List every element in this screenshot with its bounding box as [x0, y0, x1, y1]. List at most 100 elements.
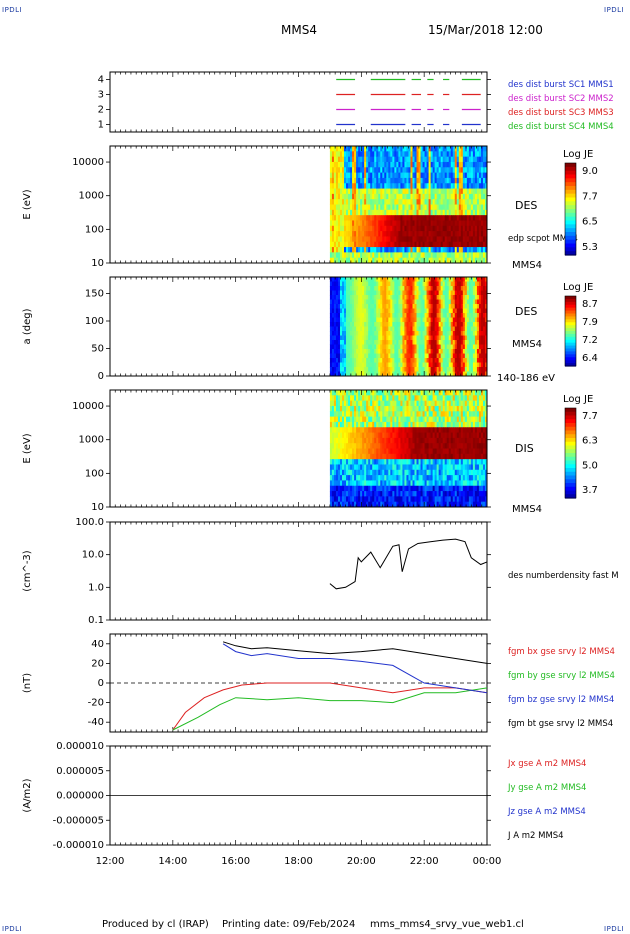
heatmap-cell	[352, 400, 355, 407]
heatmap-cell	[364, 400, 367, 407]
heatmap-cell	[470, 161, 474, 168]
heatmap-cell	[358, 209, 361, 216]
heatmap-cell	[474, 188, 478, 195]
heatmap-cell	[444, 304, 448, 309]
heatmap-cell	[418, 453, 422, 460]
heatmap-cell	[354, 247, 357, 253]
heatmap-cell	[392, 308, 395, 314]
heatmap-cell	[460, 177, 464, 184]
heatmap-cell	[478, 304, 482, 309]
heatmap-cell	[354, 209, 357, 216]
heatmap-cell	[398, 459, 401, 465]
heatmap-cell	[384, 362, 387, 368]
heatmap-cell	[339, 156, 343, 163]
heatmap-cell	[476, 371, 480, 377]
heatmap-cell	[342, 177, 345, 184]
heatmap-cell	[408, 464, 411, 471]
heatmap-cell	[350, 405, 353, 412]
heatmap-cell	[482, 299, 486, 305]
heatmap-cell	[474, 277, 478, 282]
heatmap-cell	[372, 453, 375, 460]
heatmap-cell	[368, 286, 371, 291]
heatmap-cell	[342, 501, 345, 508]
heatmap-cell	[426, 220, 430, 227]
heatmap-cell	[354, 225, 357, 232]
heatmap-cell	[444, 371, 448, 377]
heatmap-cell	[472, 349, 476, 354]
heatmap-cell	[480, 146, 484, 152]
heatmap-cell	[408, 453, 411, 460]
heatmap-cell	[410, 183, 413, 190]
heatmap-cell	[368, 371, 371, 377]
heatmap-cell	[452, 193, 456, 200]
heatmap-cell	[390, 209, 393, 216]
heatmap-cell	[450, 209, 454, 216]
heatmap-cell	[462, 177, 466, 184]
heatmap-cell	[384, 286, 387, 291]
heatmap-cell	[337, 405, 341, 412]
heatmap-cell	[408, 367, 411, 372]
heatmap-cell	[362, 464, 365, 471]
heatmap-cell	[331, 367, 335, 372]
heatmap-cell	[416, 416, 420, 423]
heatmap-cell	[400, 459, 403, 465]
heatmap-cell	[402, 326, 405, 332]
heatmap-cell	[329, 167, 333, 174]
heatmap-cell	[374, 448, 377, 455]
heatmap-cell	[356, 475, 359, 481]
heatmap-cell	[404, 286, 407, 291]
heatmap-cell	[408, 241, 411, 248]
heatmap-cell	[366, 215, 369, 221]
heatmap-cell	[348, 322, 351, 327]
heatmap-cell	[374, 199, 377, 205]
heatmap-cell	[382, 172, 385, 179]
heatmap-cell	[480, 367, 484, 372]
heatmap-cell	[374, 416, 377, 423]
heatmap-cell	[366, 416, 369, 423]
heatmap-cell	[416, 247, 420, 253]
heatmap-cell	[362, 469, 365, 476]
heatmap-cell	[384, 209, 387, 216]
heatmap-cell	[442, 290, 446, 296]
heatmap-cell	[356, 308, 359, 314]
heatmap-cell	[382, 485, 385, 492]
heatmap-cell	[392, 209, 395, 216]
heatmap-cell	[432, 317, 436, 323]
heatmap-cell	[331, 416, 335, 423]
heatmap-cell	[460, 277, 464, 282]
heatmap-cell	[368, 326, 371, 332]
heatmap-cell	[418, 405, 422, 412]
heatmap-cell	[380, 225, 383, 232]
heatmap-cell	[360, 304, 363, 309]
heatmap-cell	[331, 432, 335, 439]
heatmap-cell	[348, 299, 351, 305]
heatmap-cell	[432, 161, 436, 168]
heatmap-cell	[366, 146, 369, 152]
heatmap-cell	[452, 209, 456, 216]
heatmap-cell	[344, 188, 347, 195]
heatmap-cell	[384, 220, 387, 227]
heatmap-cell	[388, 199, 391, 205]
heatmap-cell	[362, 411, 365, 418]
heatmap-cell	[378, 313, 381, 318]
heatmap-cell	[456, 146, 460, 152]
heatmap-cell	[337, 220, 341, 227]
heatmap-cell	[426, 161, 430, 168]
heatmap-cell	[388, 395, 391, 402]
colorbar-swatch	[565, 354, 576, 358]
heatmap-cell	[384, 236, 387, 243]
heatmap-cell	[378, 353, 381, 359]
heatmap-cell	[364, 183, 367, 190]
heatmap-cell	[476, 204, 480, 211]
heatmap-cell	[418, 183, 422, 190]
heatmap-cell	[352, 416, 355, 423]
heatmap-cell	[329, 277, 333, 282]
heatmap-cell	[354, 469, 357, 476]
heatmap-cell	[480, 331, 484, 336]
heatmap-cell	[406, 331, 409, 336]
heatmap-cell	[342, 257, 345, 264]
heatmap-cell	[452, 183, 456, 190]
heatmap-cell	[422, 225, 426, 232]
heatmap-cell	[394, 335, 397, 341]
heatmap-cell	[462, 281, 466, 287]
